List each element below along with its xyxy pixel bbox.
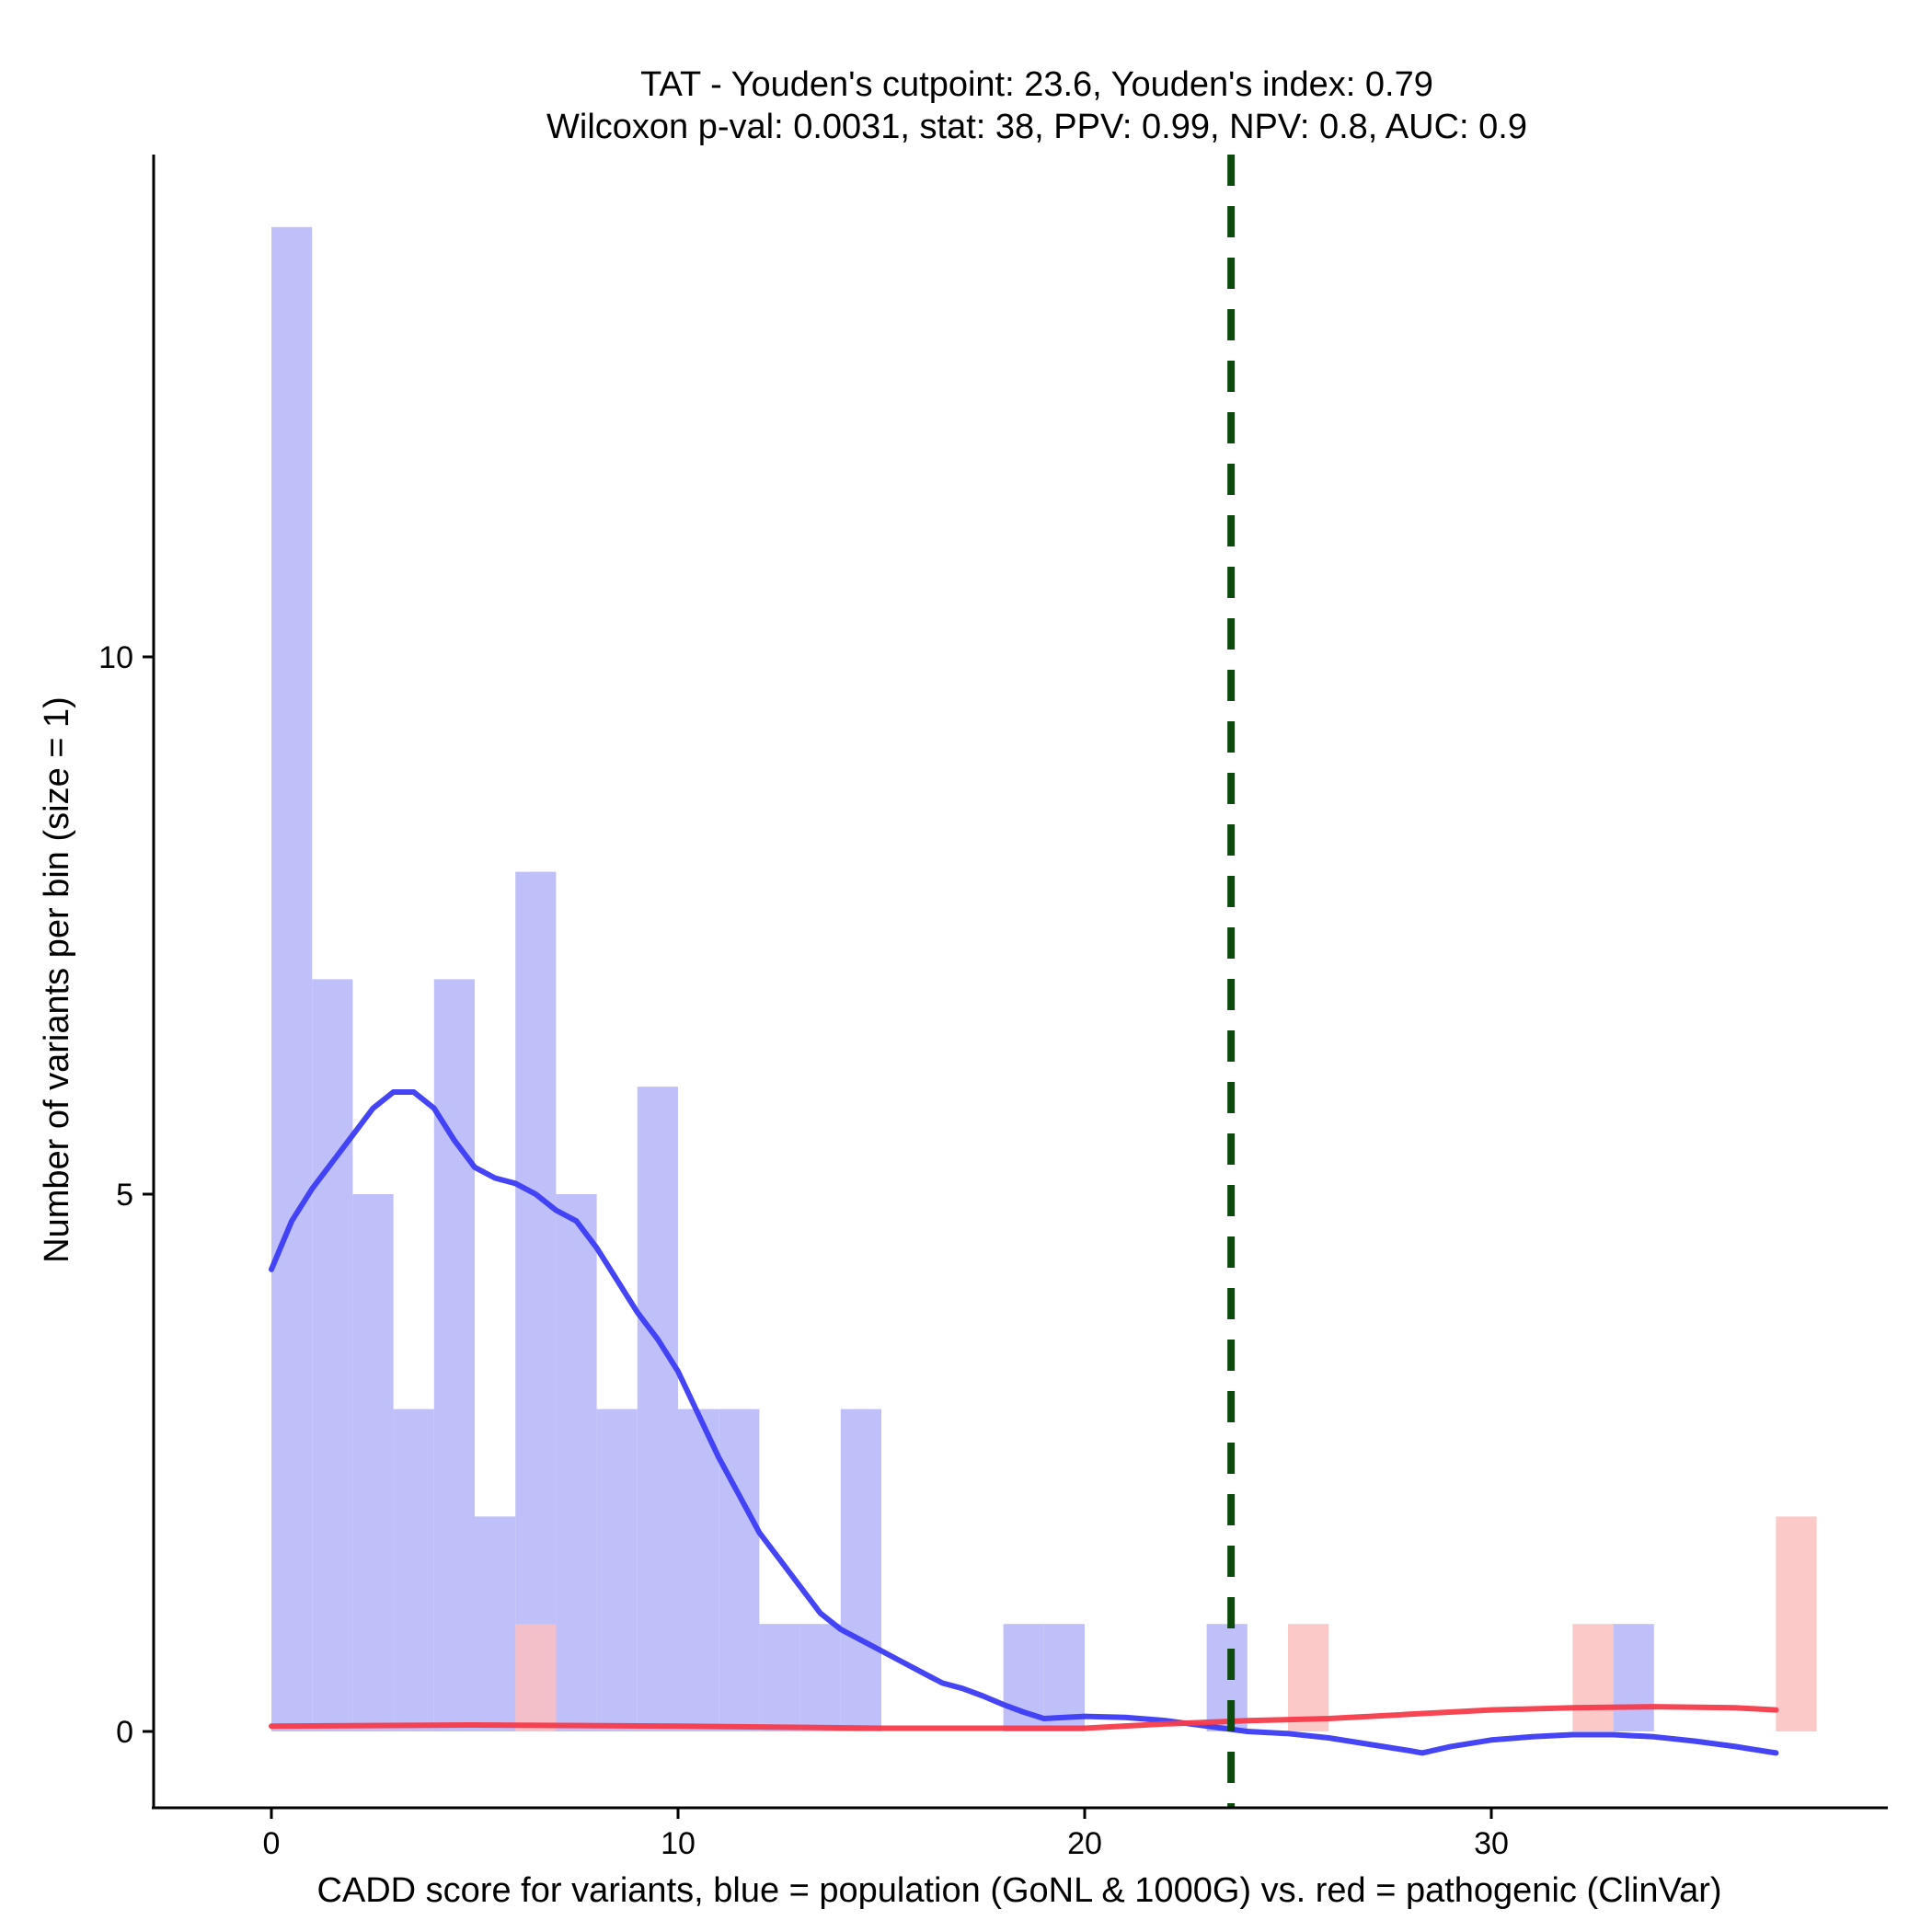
pathogenic-bar [515, 1624, 557, 1731]
population-bar [678, 1409, 719, 1731]
population-bar [352, 1194, 394, 1731]
pathogenic-bar [1288, 1624, 1329, 1731]
y-tick-label: 0 [116, 1715, 133, 1750]
population-bar [596, 1409, 638, 1731]
population-bar [433, 979, 475, 1731]
y-ticks: 0 5 10 [98, 640, 154, 1750]
population-bar [637, 1087, 678, 1731]
pathogenic-bar [1572, 1624, 1614, 1731]
population-bar [719, 1409, 760, 1731]
population-bar [312, 979, 353, 1731]
population-bar [1613, 1624, 1654, 1731]
population-density-curve [269, 1089, 1779, 1756]
density-curves-layer [269, 1089, 1779, 1756]
bars-layer [271, 226, 1817, 1731]
population-bar [1206, 1624, 1248, 1731]
x-tick-label: 20 [1067, 1826, 1102, 1861]
chart-subtitle: Wilcoxon p-val: 0.0031, stat: 38, PPV: 0… [546, 108, 1527, 146]
pathogenic-density-curve [269, 1704, 1779, 1731]
population-bar [1043, 1624, 1085, 1731]
population-bar [393, 1409, 434, 1731]
chart-title: TAT - Youden's cutpoint: 23.6, Youden's … [640, 65, 1433, 104]
y-tick-label: 10 [98, 640, 133, 675]
x-tick-label: 30 [1474, 1826, 1509, 1861]
x-axis-label: CADD score for variants, blue = populati… [316, 1871, 1721, 1910]
population-bar [556, 1194, 597, 1731]
x-tick-label: 0 [263, 1826, 281, 1861]
x-ticks: 0 10 20 30 [263, 1808, 1509, 1861]
population-bar [515, 871, 557, 1731]
population-bar [840, 1409, 881, 1731]
population-bar [475, 1516, 516, 1731]
population-bar [271, 226, 313, 1731]
population-bar [759, 1624, 800, 1731]
y-tick-label: 5 [116, 1178, 133, 1213]
y-axis-label: Number of variants per bin (size = 1) [38, 696, 76, 1263]
x-tick-label: 10 [661, 1826, 696, 1861]
population-bar [799, 1624, 841, 1731]
pathogenic-bar [1776, 1516, 1817, 1731]
